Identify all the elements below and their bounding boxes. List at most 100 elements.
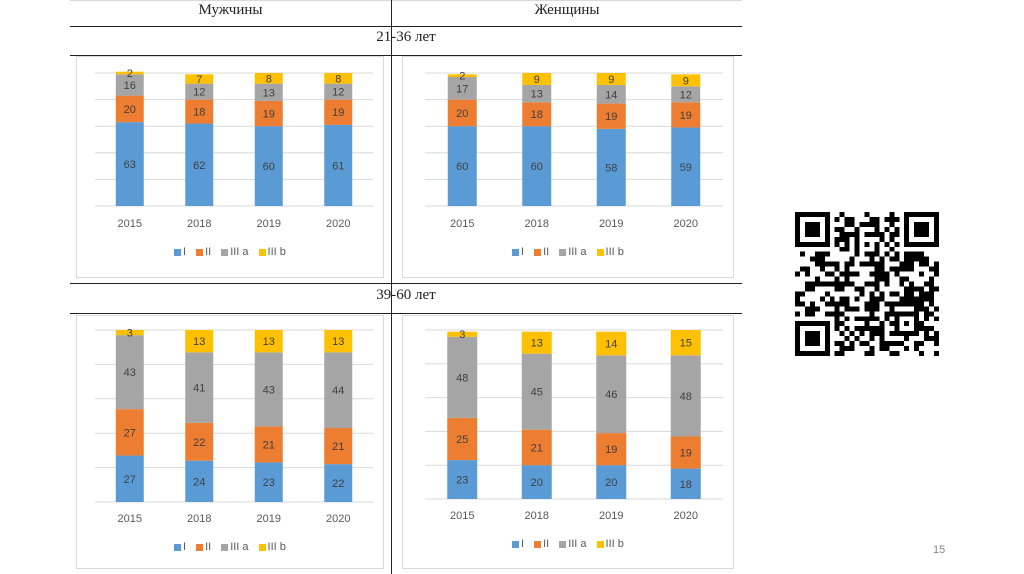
qr-module (874, 251, 880, 257)
qr-module (844, 236, 850, 242)
legend-item: I (512, 246, 524, 258)
legend-label: III a (230, 246, 249, 258)
bar-segment-iiib-2018 (185, 74, 214, 84)
qr-module (839, 321, 845, 327)
qr-module (869, 326, 875, 332)
qr-module (814, 331, 820, 337)
qr-module (844, 261, 850, 267)
bar-segment-iiia-2015 (447, 76, 477, 100)
qr-module (869, 216, 875, 222)
qr-module (849, 256, 855, 262)
x-tick-label: 2015 (450, 510, 474, 522)
qr-module (839, 346, 845, 352)
qr-module (874, 271, 880, 277)
qr-module (929, 241, 935, 247)
qr-module (899, 341, 905, 347)
qr-module (879, 231, 885, 237)
bar-segment-ii-2018 (522, 102, 552, 127)
legend-item: III a (559, 538, 587, 550)
qr-module (889, 351, 895, 356)
qr-module (795, 331, 800, 337)
qr-module (844, 246, 850, 252)
qr-module (834, 326, 840, 332)
qr-module (869, 311, 875, 317)
qr-module (889, 311, 895, 317)
bar-segment-i-2015 (115, 122, 144, 206)
bar-segment-i-2018 (521, 465, 552, 499)
legend-item: III b (596, 538, 624, 550)
qr-module (854, 226, 860, 232)
qr-module (814, 281, 820, 287)
qr-module (934, 231, 939, 237)
legend-swatch (174, 248, 181, 256)
qr-module (849, 281, 855, 287)
qr-module (814, 212, 820, 217)
qr-module (824, 351, 830, 356)
bar-segment-ii-2019 (254, 426, 283, 463)
qr-module (904, 321, 910, 327)
table-column-divider (391, 0, 392, 574)
qr-module (879, 271, 885, 277)
qr-module (924, 326, 930, 332)
qr-module (884, 311, 890, 317)
qr-module (809, 221, 815, 227)
bar-segment-iiib-2015 (115, 330, 144, 336)
data-label: 63 (124, 159, 136, 171)
qr-module (804, 221, 810, 227)
qr-module (809, 311, 815, 317)
qr-module (804, 226, 810, 232)
qr-module (809, 351, 815, 356)
qr-module (849, 231, 855, 237)
data-label: 60 (531, 161, 543, 173)
data-label: 44 (332, 385, 344, 397)
qr-module (904, 256, 910, 262)
qr-code-icon[interactable] (795, 212, 939, 356)
qr-module (824, 236, 830, 242)
qr-module (924, 241, 930, 247)
bar-segment-i-2019 (596, 465, 627, 499)
qr-module (829, 311, 835, 317)
qr-module (795, 212, 800, 217)
qr-module (795, 241, 800, 247)
data-label: 16 (124, 80, 136, 92)
data-label: 27 (124, 427, 136, 439)
qr-module (844, 216, 850, 222)
qr-module (824, 281, 830, 287)
qr-module (934, 226, 939, 232)
qr-module (795, 326, 800, 332)
legend-item: III b (596, 246, 624, 258)
qr-module (914, 321, 920, 327)
qr-module (809, 306, 815, 312)
qr-module (859, 331, 865, 337)
qr-module (844, 271, 850, 277)
qr-module (795, 321, 800, 327)
chart-men-39-60: 27 27 43 3 2015 24 22 41 13 2018 23 21 43 13 2019 22 21 4… (76, 315, 384, 569)
qr-module (864, 212, 870, 217)
qr-module (914, 286, 920, 292)
data-label: 20 (605, 477, 617, 489)
legend-swatch (258, 543, 266, 551)
qr-module (924, 221, 930, 227)
bar-segment-iiia-2018 (522, 84, 552, 103)
qr-module (919, 306, 925, 312)
data-label: 23 (456, 475, 468, 487)
qr-module (934, 306, 939, 312)
qr-module (919, 231, 925, 237)
legend-label: III a (568, 538, 587, 550)
qr-module (894, 341, 900, 347)
qr-module (919, 351, 925, 356)
bar-segment-iiia-2020 (670, 355, 701, 437)
qr-module (824, 301, 830, 307)
qr-module (859, 326, 865, 332)
data-label: 20 (456, 108, 468, 120)
data-label: 12 (193, 87, 205, 99)
qr-module (889, 246, 895, 252)
bar-segment-iiib-2015 (115, 71, 144, 75)
qr-module (795, 291, 800, 297)
data-label: 19 (605, 444, 617, 456)
qr-module (824, 321, 830, 327)
qr-module (864, 306, 870, 312)
qr-module (809, 241, 815, 247)
data-label: 19 (680, 110, 692, 122)
qr-module (884, 226, 890, 232)
